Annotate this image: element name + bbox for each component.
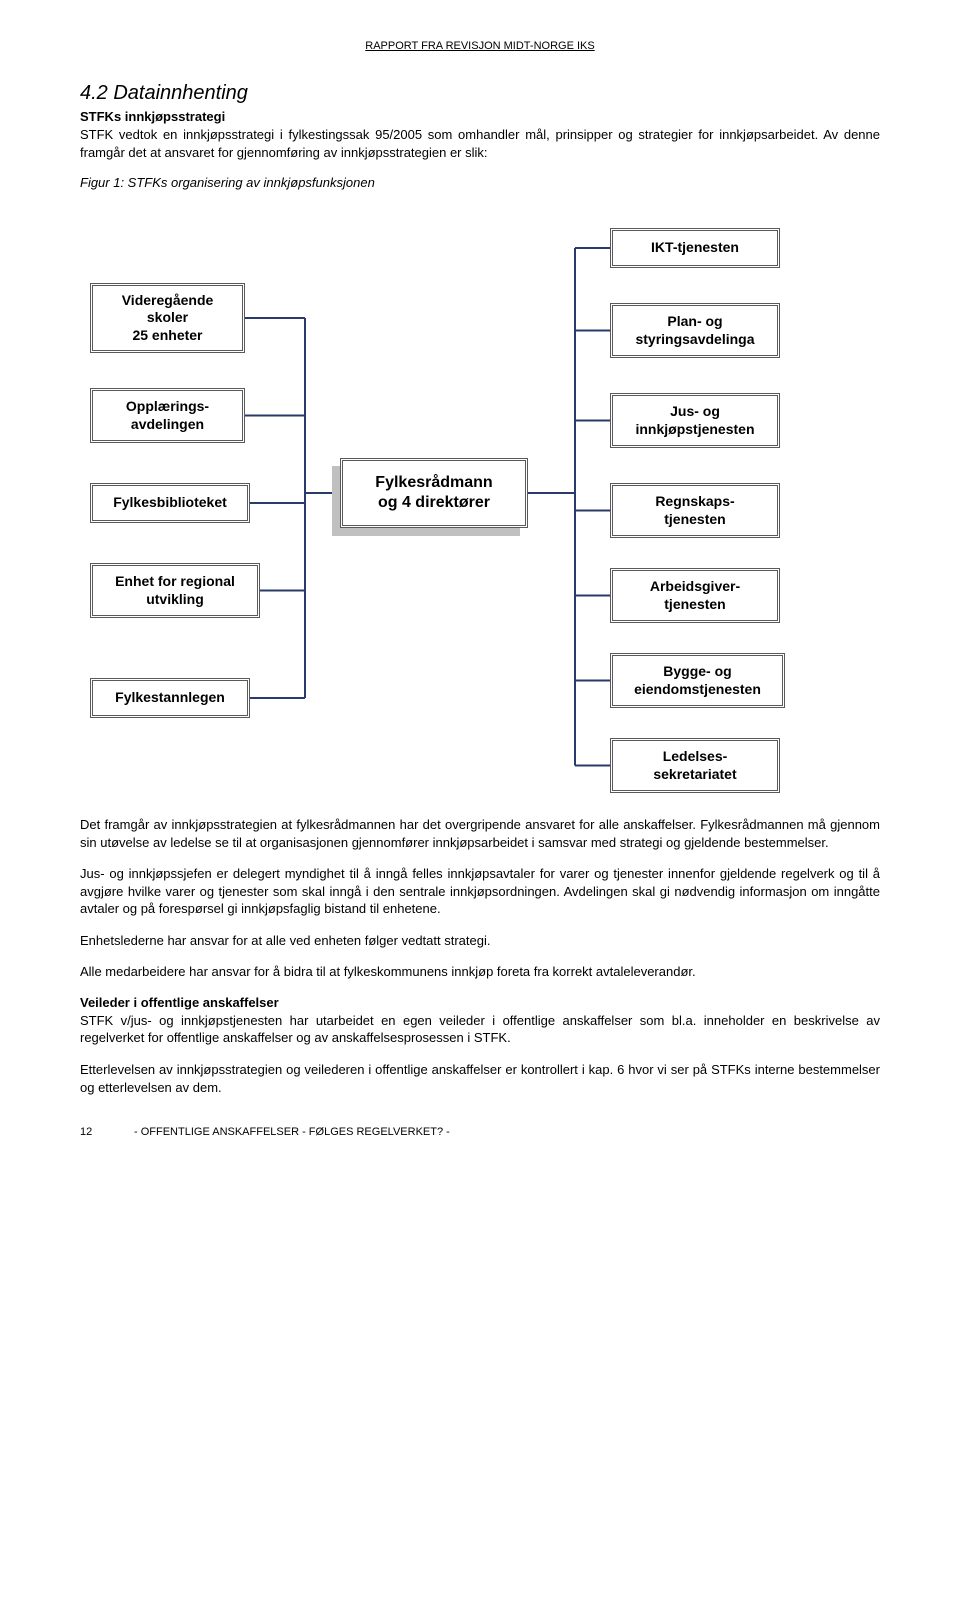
figure-caption: Figur 1: STFKs organisering av innkjøpsf…	[80, 175, 880, 190]
org-node: Arbeidsgiver-tjenesten	[610, 568, 780, 623]
subhead-guide: Veileder i offentlige anskaffelser	[80, 995, 880, 1010]
org-node: IKT-tjenesten	[610, 228, 780, 268]
org-node: Jus- oginnkjøpstjenesten	[610, 393, 780, 448]
page-number: 12	[80, 1126, 100, 1138]
paragraph: Alle medarbeidere har ansvar for å bidra…	[80, 963, 880, 981]
org-node: Bygge- ogeiendomstjenesten	[610, 653, 785, 708]
paragraph: Enhetslederne har ansvar for at alle ved…	[80, 932, 880, 950]
org-node: Videregåendeskoler25 enheter	[90, 283, 245, 353]
paragraph: Jus- og innkjøpssjefen er delegert myndi…	[80, 865, 880, 918]
org-node: Plan- ogstyringsavdelinga	[610, 303, 780, 358]
org-node: Fylkesbiblioteket	[90, 483, 250, 523]
org-node: Fylkesrådmannog 4 direktører	[340, 458, 528, 528]
page-footer: 12 - OFFENTLIGE ANSKAFFELSER - FØLGES RE…	[80, 1126, 880, 1138]
org-node: Regnskaps-tjenesten	[610, 483, 780, 538]
org-node: Enhet for regionalutvikling	[90, 563, 260, 618]
org-diagram: Fylkesrådmannog 4 direktører Videregående…	[80, 198, 800, 798]
org-node: Opplærings-avdelingen	[90, 388, 245, 443]
section-title: 4.2 Datainnhenting	[80, 82, 880, 105]
footer-text: - OFFENTLIGE ANSKAFFELSER - FØLGES REGEL…	[134, 1126, 450, 1138]
paragraph: STFK vedtok en innkjøpsstrategi i fylkes…	[80, 126, 880, 161]
paragraph: Etterlevelsen av innkjøpsstrategien og v…	[80, 1061, 880, 1096]
subhead-strategy: STFKs innkjøpsstrategi	[80, 109, 880, 124]
paragraph: STFK v/jus- og innkjøpstjenesten har uta…	[80, 1012, 880, 1047]
org-node: Fylkestannlegen	[90, 678, 250, 718]
org-node: Ledelses-sekretariatet	[610, 738, 780, 793]
report-header: RAPPORT FRA REVISJON MIDT-NORGE IKS	[80, 40, 880, 52]
paragraph: Det framgår av innkjøpsstrategien at fyl…	[80, 816, 880, 851]
